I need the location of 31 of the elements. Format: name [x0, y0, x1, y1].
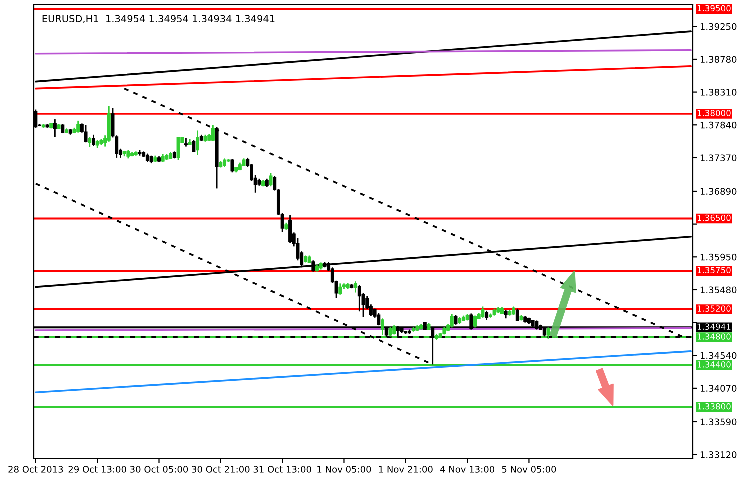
ref-line-label: 1.34400: [698, 362, 731, 368]
y-tick-label: 1.38310: [700, 89, 737, 96]
y-tick-label: 1.39250: [700, 23, 737, 30]
ref-line-label: 1.34800: [698, 334, 731, 340]
x-tick-label: 5 Nov 05:00: [502, 466, 556, 473]
ref-line-label: 1.35750: [698, 267, 731, 274]
ref-line-label: 1.35200: [698, 306, 731, 312]
y-tick-label: 1.37840: [700, 122, 737, 129]
y-tick-label: 1.35950: [700, 254, 737, 261]
ref-line-label: 1.38000: [698, 110, 731, 116]
y-tick-label: 1.37370: [700, 154, 737, 162]
y-tick-label: 1.33120: [700, 452, 737, 458]
y-tick-label: 1.36890: [700, 188, 737, 196]
y-tick-label: 1.34540: [700, 352, 737, 360]
ref-line-label: 1.36500: [698, 214, 731, 222]
y-tick-label: 1.33590: [700, 418, 737, 426]
ref-line-label: 1.39500: [698, 5, 731, 12]
x-tick-label: 28 Oct 2013: [8, 466, 64, 473]
text: EURUSD,H1 1.34954 1.34954 1.34934 1.34941: [42, 15, 275, 24]
x-tick-label: 30 Oct 05:00: [130, 466, 188, 473]
y-tick-label: 1.38780: [700, 56, 737, 64]
y-tick-label: 1.35480: [700, 286, 737, 294]
ref-line-label: 1.33800: [698, 403, 731, 410]
x-tick-label: 1 Nov 05:00: [318, 466, 372, 473]
y-tick-label: 1.34070: [700, 385, 737, 392]
x-tick-label: 29 Oct 13:00: [68, 466, 126, 473]
x-tick-label: 31 Oct 13:00: [254, 466, 312, 473]
x-tick-label: 30 Oct 21:00: [192, 466, 250, 473]
x-tick-label: 4 Nov 13:00: [440, 466, 495, 473]
x-tick-label: 1 Nov 21:00: [379, 466, 433, 473]
ref-line-label: 1.34941: [698, 324, 731, 330]
